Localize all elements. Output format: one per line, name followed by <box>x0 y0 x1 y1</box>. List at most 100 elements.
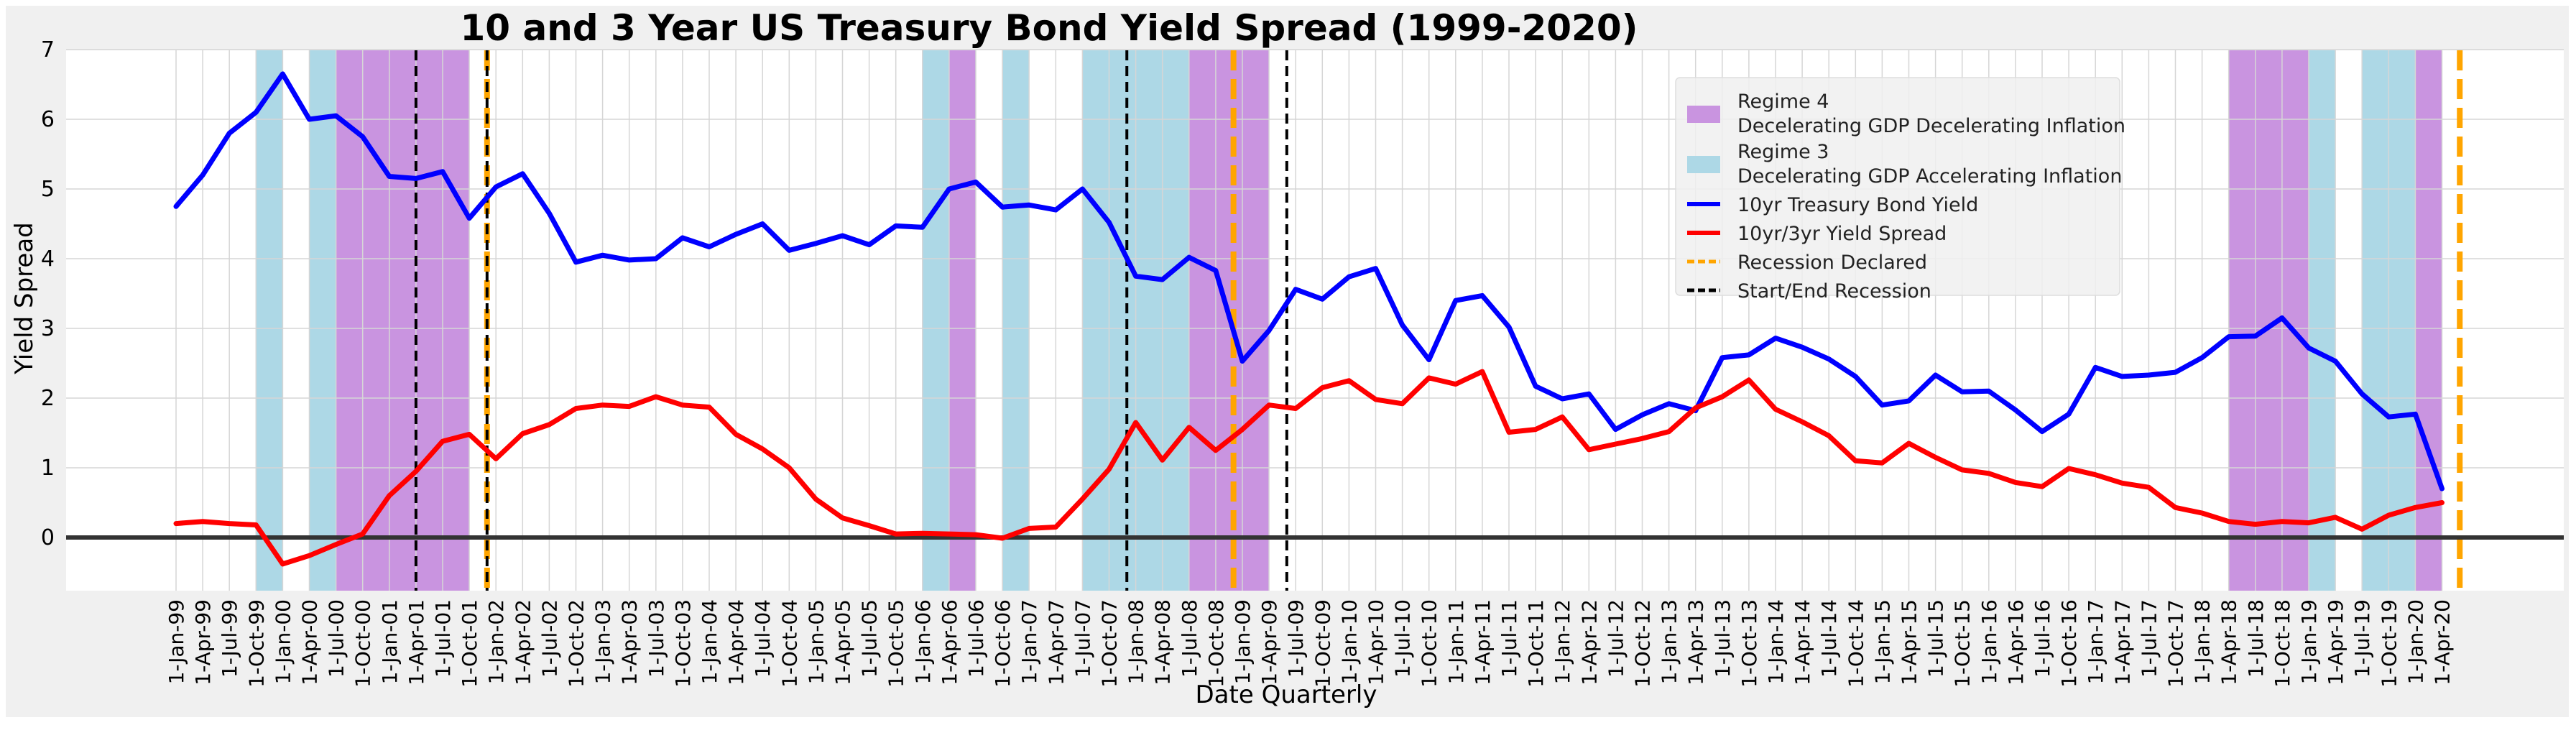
x-tick-label: 1-Apr-10 <box>1365 599 1388 686</box>
x-tick-label: 1-Jan-08 <box>1125 599 1148 684</box>
x-tick-label: 1-Apr-07 <box>1044 599 1068 686</box>
x-tick-label: 1-Oct-14 <box>1844 599 1868 688</box>
x-tick-label: 1-Jul-18 <box>2244 599 2268 678</box>
x-axis-label: Date Quarterly <box>1196 680 1377 709</box>
x-tick-label: 1-Apr-00 <box>298 599 322 686</box>
x-tick-label: 1-Oct-02 <box>565 599 588 688</box>
y-axis-ticks: 7 6 5 4 3 2 1 0 <box>41 37 55 550</box>
legend-patch-1 <box>1687 106 1720 123</box>
x-tick-label: 1-Apr-20 <box>2431 599 2455 686</box>
series-lines <box>173 71 2445 567</box>
y-axis-label: Yield Spread <box>10 222 39 375</box>
x-tick-label: 1-Jul-16 <box>2031 599 2054 678</box>
x-tick-label: 1-Apr-09 <box>1257 599 1281 686</box>
x-tick-label: 1-Jan-06 <box>911 599 935 684</box>
regime-band-9 <box>2228 50 2309 591</box>
legend-box <box>1675 77 2120 296</box>
x-tick-label: 1-Jan-07 <box>1017 599 1041 684</box>
legend-label: 10yr Treasury Bond Yield <box>1737 194 1978 216</box>
regime-band-2 <box>309 50 336 591</box>
x-tick-label: 1-Jan-01 <box>378 599 402 684</box>
x-tick-label: 1-Jan-10 <box>1337 599 1361 684</box>
x-tick-label: 1-Jan-20 <box>2404 599 2427 684</box>
x-tick-label: 1-Oct-13 <box>1737 599 1761 688</box>
x-tick-label: 1-Apr-15 <box>1898 599 1921 686</box>
regime-band-5 <box>948 50 976 591</box>
x-tick-label: 1-Jul-13 <box>1711 599 1735 678</box>
x-tick-label: 1-Jul-12 <box>1604 599 1628 678</box>
x-tick-label: 1-Jul-17 <box>2137 599 2161 678</box>
x-tick-label: 1-Jul-19 <box>2350 599 2374 678</box>
regime-band-12 <box>2415 50 2442 591</box>
x-tick-label: 1-Oct-08 <box>1204 599 1228 688</box>
x-tick-label: 1-Jan-11 <box>1444 599 1468 684</box>
regime-band-1 <box>256 50 283 591</box>
y-tick-label: 0 <box>41 525 55 550</box>
legend-label: Start/End Recession <box>1737 280 1931 303</box>
x-tick-label: 1-Apr-14 <box>1791 599 1814 686</box>
x-tick-label: 1-Oct-99 <box>244 599 268 688</box>
x-tick-label: 1-Jan-02 <box>484 599 508 684</box>
x-tick-label: 1-Oct-05 <box>885 599 908 688</box>
x-tick-label: 1-Oct-15 <box>1951 599 1975 688</box>
x-tick-label: 1-Oct-01 <box>458 599 481 688</box>
x-tick-label: 1-Oct-07 <box>1098 599 1122 688</box>
x-tick-label: 1-Jan-09 <box>1231 599 1255 684</box>
x-tick-label: 1-Jan-04 <box>698 599 721 684</box>
x-tick-label: 1-Apr-03 <box>618 599 642 686</box>
legend-patch-2 <box>1687 156 1720 173</box>
x-tick-label: 1-Oct-12 <box>1631 599 1655 688</box>
y-tick-label: 1 <box>41 456 55 481</box>
plot-area <box>66 50 2564 591</box>
y-tick-label: 3 <box>41 316 55 341</box>
x-tick-label: 1-Apr-04 <box>724 599 748 686</box>
x-tick-label: 1-Apr-08 <box>1151 599 1175 686</box>
treasury-yield-line <box>173 71 2445 492</box>
x-tick-label: 1-Apr-05 <box>831 599 855 686</box>
x-tick-label: 1-Jan-16 <box>1977 599 2001 684</box>
x-tick-label: 1-Jul-10 <box>1391 599 1415 678</box>
x-tick-label: 1-Jul-15 <box>1924 599 1948 678</box>
x-tick-label: 1-Jan-00 <box>271 599 295 684</box>
regime-band-4 <box>922 50 949 591</box>
x-tick-label: 1-Oct-19 <box>2377 599 2401 688</box>
y-tick-label: 5 <box>41 177 55 202</box>
x-tick-label: 1-Jan-15 <box>1870 599 1894 684</box>
x-tick-label: 1-Jul-09 <box>1284 599 1308 678</box>
legend-label-detail: Decelerating GDP Accelerating Inflation <box>1737 165 2122 188</box>
x-tick-label: 1-Apr-02 <box>511 599 535 686</box>
x-tick-label: 1-Jul-02 <box>537 599 561 678</box>
x-tick-label: 1-Apr-17 <box>2110 599 2134 686</box>
x-tick-label: 1-Jan-19 <box>2297 599 2321 684</box>
legend-label: Regime 4 <box>1737 91 1829 113</box>
x-tick-label: 1-Jul-08 <box>1178 599 1201 678</box>
x-axis-ticks: 1-Jan-99 1-Apr-99 1-Jul-99 1-Oct-99 1-Jan-00… <box>165 599 2455 688</box>
regime-band-6 <box>1002 50 1030 591</box>
x-tick-label: 1-Jul-07 <box>1071 599 1094 678</box>
x-tick-label: 1-Oct-16 <box>2057 599 2081 688</box>
chart-title: 10 and 3 Year US Treasury Bond Yield Spr… <box>461 7 1638 49</box>
x-tick-label: 1-Jul-99 <box>218 599 241 678</box>
x-tick-label: 1-Jul-11 <box>1497 599 1521 678</box>
x-tick-label: 1-Jan-05 <box>804 599 828 684</box>
x-tick-label: 1-Jul-01 <box>431 599 455 678</box>
x-tick-label: 1-Apr-16 <box>2004 599 2028 686</box>
x-tick-label: 1-Jan-99 <box>165 599 188 684</box>
x-tick-label: 1-Apr-12 <box>1577 599 1601 686</box>
x-tick-label: 1-Oct-06 <box>991 599 1015 688</box>
regime-band-10 <box>2309 50 2336 591</box>
x-tick-label: 1-Oct-03 <box>671 599 695 688</box>
x-tick-label: 1-Apr-11 <box>1471 599 1495 686</box>
x-tick-label: 1-Jul-14 <box>1817 599 1841 678</box>
x-tick-label: 1-Jul-04 <box>751 599 775 678</box>
y-tick-label: 2 <box>41 386 55 411</box>
x-tick-label: 1-Oct-04 <box>777 599 801 688</box>
yield-spread-line <box>173 369 2445 567</box>
x-tick-label: 1-Apr-06 <box>938 599 961 686</box>
x-tick-label: 1-Jan-17 <box>2084 599 2108 684</box>
x-tick-label: 1-Oct-09 <box>1311 599 1334 688</box>
x-tick-label: 1-Jan-12 <box>1551 599 1574 684</box>
regime-band-3 <box>336 50 470 591</box>
legend-label: Recession Declared <box>1737 251 1927 274</box>
